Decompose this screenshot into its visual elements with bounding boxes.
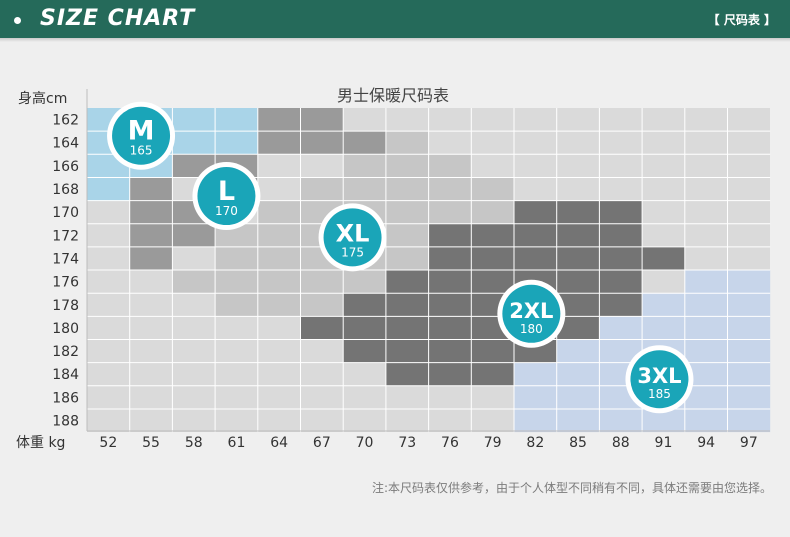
badge-circle [112, 106, 171, 165]
y-tick-label: 186 [52, 390, 79, 406]
y-tick-label: 184 [52, 367, 79, 383]
x-tick-label: 97 [740, 435, 758, 451]
region-xl-5 [172, 270, 386, 294]
x-tick-label: 55 [142, 435, 160, 451]
banner-shadow [0, 38, 790, 42]
x-tick-labels: 52 55 58 61 64 67 70 73 76 79 82 85 88 91 94 97 [99, 435, 757, 451]
badge-size-label: XL [336, 219, 370, 247]
badge-size-label: M [128, 116, 155, 147]
header-banner: SIZE CHART 【 尺码表 】 [0, 0, 790, 38]
y-tick-label: 178 [52, 298, 79, 314]
y-tick-label: 164 [52, 136, 79, 152]
badge-height-value: 165 [130, 144, 153, 158]
y-tick-label: 180 [52, 321, 79, 337]
region-xl-1 [343, 154, 472, 178]
region-l-1 [343, 131, 386, 155]
y-tick-labels: 162 164 166 168 170 172 174 176 178 180 182 184 186 1… [52, 113, 79, 430]
badge-size-label: 3XL [637, 364, 681, 388]
badge-circle [502, 284, 561, 343]
page-title: SIZE CHART [40, 6, 196, 31]
region-2xl-0 [514, 200, 643, 224]
x-tick-label: 67 [313, 435, 331, 451]
bullet-icon [14, 17, 21, 24]
region-2xl-1 [428, 223, 643, 247]
region-3xl-1 [642, 293, 771, 317]
x-tick-label: 76 [441, 435, 459, 451]
region-xl-6 [215, 293, 344, 317]
x-tick-label: 88 [612, 435, 630, 451]
badge-height-value: 170 [215, 204, 238, 218]
y-tick-label: 174 [52, 251, 79, 267]
grid [87, 108, 771, 433]
badge-height-value: 175 [341, 245, 364, 259]
y-tick-label: 188 [52, 414, 79, 430]
x-tick-label: 73 [398, 435, 416, 451]
y-tick-label: 176 [52, 275, 79, 291]
region-2xl-4 [343, 293, 643, 317]
x-tick-label: 85 [569, 435, 587, 451]
x-tick-label: 61 [228, 435, 246, 451]
size-table-tag: 【 尺码表 】 [707, 13, 776, 27]
y-tick-label: 162 [52, 113, 79, 129]
x-axis-label: 体重 kg [16, 435, 65, 451]
y-tick-label: 182 [52, 344, 79, 360]
y-axis-label: 身高cm [18, 90, 67, 107]
x-tick-label: 64 [270, 435, 288, 451]
y-tick-label: 170 [52, 205, 79, 221]
badge-circle [323, 208, 382, 267]
x-tick-label: 70 [356, 435, 374, 451]
x-tick-label: 58 [185, 435, 203, 451]
badge-size-label: 2XL [509, 299, 553, 323]
chart-title: 男士保暖尺码表 [337, 86, 449, 105]
badge-size-label: L [218, 176, 235, 207]
x-tick-label: 94 [697, 435, 715, 451]
x-tick-label: 82 [526, 435, 544, 451]
badge-height-value: 185 [648, 387, 671, 401]
region-xl-0 [385, 131, 429, 155]
footnote: 注:本尺码表仅供参考，由于个人体型不同稍有不同，具体还需要由您选择。 [371, 481, 772, 495]
badge-height-value: 180 [520, 322, 543, 336]
badge-circle [197, 167, 256, 226]
x-tick-label: 79 [484, 435, 502, 451]
region-2xl-7 [385, 362, 514, 386]
x-tick-label: 91 [655, 435, 673, 451]
y-tick-label: 172 [52, 228, 79, 244]
y-tick-label: 166 [52, 159, 79, 175]
y-tick-label: 168 [52, 182, 79, 198]
badge-circle [630, 350, 689, 409]
region-xl-2 [300, 177, 514, 201]
x-tick-label: 52 [99, 435, 117, 451]
